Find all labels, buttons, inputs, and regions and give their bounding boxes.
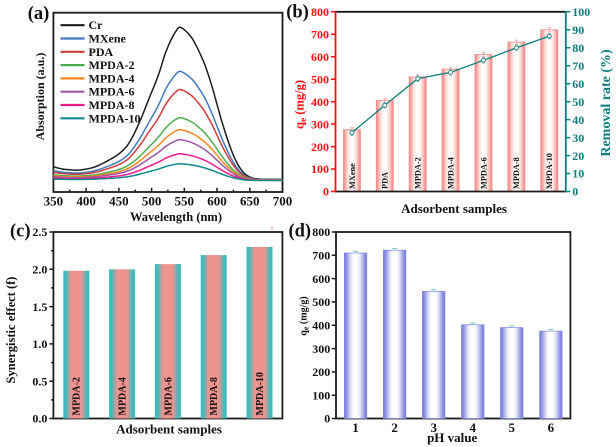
svg-text:MPDA-2: MPDA-2 — [414, 157, 423, 189]
svg-text:200: 200 — [311, 140, 329, 154]
svg-text:qe (mg/g): qe (mg/g) — [293, 80, 309, 129]
svg-text:300: 300 — [312, 342, 330, 356]
svg-text:90: 90 — [572, 23, 584, 37]
svg-text:0: 0 — [572, 185, 578, 199]
svg-text:1.0: 1.0 — [32, 337, 47, 351]
svg-text:PDA: PDA — [89, 45, 114, 59]
svg-text:MPDA-10: MPDA-10 — [545, 153, 554, 189]
svg-text:MPDA-2: MPDA-2 — [72, 377, 83, 415]
svg-text:0.5: 0.5 — [32, 374, 47, 388]
svg-text:1: 1 — [352, 420, 359, 435]
svg-text:MPDA-6: MPDA-6 — [479, 157, 488, 189]
svg-text:MPDA-8: MPDA-8 — [512, 157, 521, 189]
svg-text:700: 700 — [273, 194, 293, 209]
svg-text:800: 800 — [311, 5, 329, 19]
svg-text:0: 0 — [323, 185, 329, 199]
svg-text:400: 400 — [76, 194, 96, 209]
svg-text:600: 600 — [312, 272, 330, 286]
svg-text:Cr: Cr — [89, 18, 104, 32]
svg-text:550: 550 — [175, 194, 195, 209]
svg-text:500: 500 — [312, 295, 330, 309]
svg-text:600: 600 — [207, 194, 227, 209]
svg-text:4: 4 — [469, 420, 476, 435]
svg-text:Wavelength (nm): Wavelength (nm) — [130, 210, 222, 224]
svg-text:MPDA-8: MPDA-8 — [209, 377, 220, 415]
svg-text:pH value: pH value — [427, 430, 477, 445]
svg-text:400: 400 — [312, 318, 330, 332]
svg-text:MPDA-6: MPDA-6 — [89, 85, 135, 99]
svg-text:MXene: MXene — [348, 163, 357, 189]
svg-text:1.5: 1.5 — [32, 300, 47, 314]
svg-text:30: 30 — [572, 131, 584, 145]
svg-text:800: 800 — [312, 225, 330, 239]
svg-text:400: 400 — [311, 95, 329, 109]
svg-text:(c): (c) — [10, 222, 31, 242]
svg-text:2.0: 2.0 — [32, 263, 47, 277]
svg-text:Absorption (a.u.): Absorption (a.u.) — [33, 53, 47, 141]
svg-text:300: 300 — [311, 117, 329, 131]
svg-text:Synergistic effect (f): Synergistic effect (f) — [4, 277, 18, 384]
svg-text:MPDA-4: MPDA-4 — [89, 71, 135, 85]
svg-text:5: 5 — [509, 420, 516, 435]
svg-text:(a): (a) — [28, 4, 50, 24]
svg-text:500: 500 — [311, 72, 329, 86]
svg-text:Removal rate (%): Removal rate (%) — [599, 49, 614, 157]
svg-text:60: 60 — [572, 77, 584, 91]
svg-text:MPDA-10: MPDA-10 — [89, 111, 141, 125]
svg-text:(d): (d) — [288, 222, 311, 242]
svg-text:20: 20 — [572, 149, 584, 163]
svg-text:10: 10 — [572, 167, 584, 181]
svg-text:MPDA-4: MPDA-4 — [118, 377, 129, 415]
svg-text:3: 3 — [430, 420, 437, 435]
svg-text:MPDA-10: MPDA-10 — [255, 372, 266, 415]
svg-text:100: 100 — [311, 162, 329, 176]
svg-text:600: 600 — [311, 50, 329, 64]
svg-text:40: 40 — [572, 113, 584, 127]
svg-text:MPDA-2: MPDA-2 — [89, 58, 135, 72]
svg-text:100: 100 — [312, 388, 330, 402]
svg-text:0.0: 0.0 — [32, 412, 47, 426]
svg-text:MPDA-4: MPDA-4 — [446, 157, 455, 189]
svg-text:70: 70 — [572, 59, 584, 73]
svg-text:MPDA-8: MPDA-8 — [89, 98, 135, 112]
svg-text:200: 200 — [312, 365, 330, 379]
svg-text:MPDA-6: MPDA-6 — [163, 377, 174, 415]
svg-text:qe (mg/g): qe (mg/g) — [299, 296, 311, 335]
svg-text:100: 100 — [572, 5, 590, 19]
svg-text:700: 700 — [311, 28, 329, 42]
svg-text:500: 500 — [142, 194, 162, 209]
svg-text:0: 0 — [324, 412, 330, 426]
svg-text:650: 650 — [240, 194, 260, 209]
svg-text:700: 700 — [312, 249, 330, 263]
svg-text:2.5: 2.5 — [32, 225, 47, 239]
svg-text:Adsorbent samples: Adsorbent samples — [401, 201, 507, 216]
svg-text:PDA: PDA — [381, 172, 390, 189]
svg-text:450: 450 — [109, 194, 129, 209]
svg-text:80: 80 — [572, 41, 584, 55]
svg-text:50: 50 — [572, 95, 584, 109]
svg-text:Adsorbent samples: Adsorbent samples — [116, 422, 222, 437]
svg-text:MXene: MXene — [89, 32, 127, 46]
svg-text:350: 350 — [44, 194, 64, 209]
svg-text:2: 2 — [391, 420, 398, 435]
svg-text:(b): (b) — [286, 3, 309, 23]
svg-text:6: 6 — [548, 420, 555, 435]
